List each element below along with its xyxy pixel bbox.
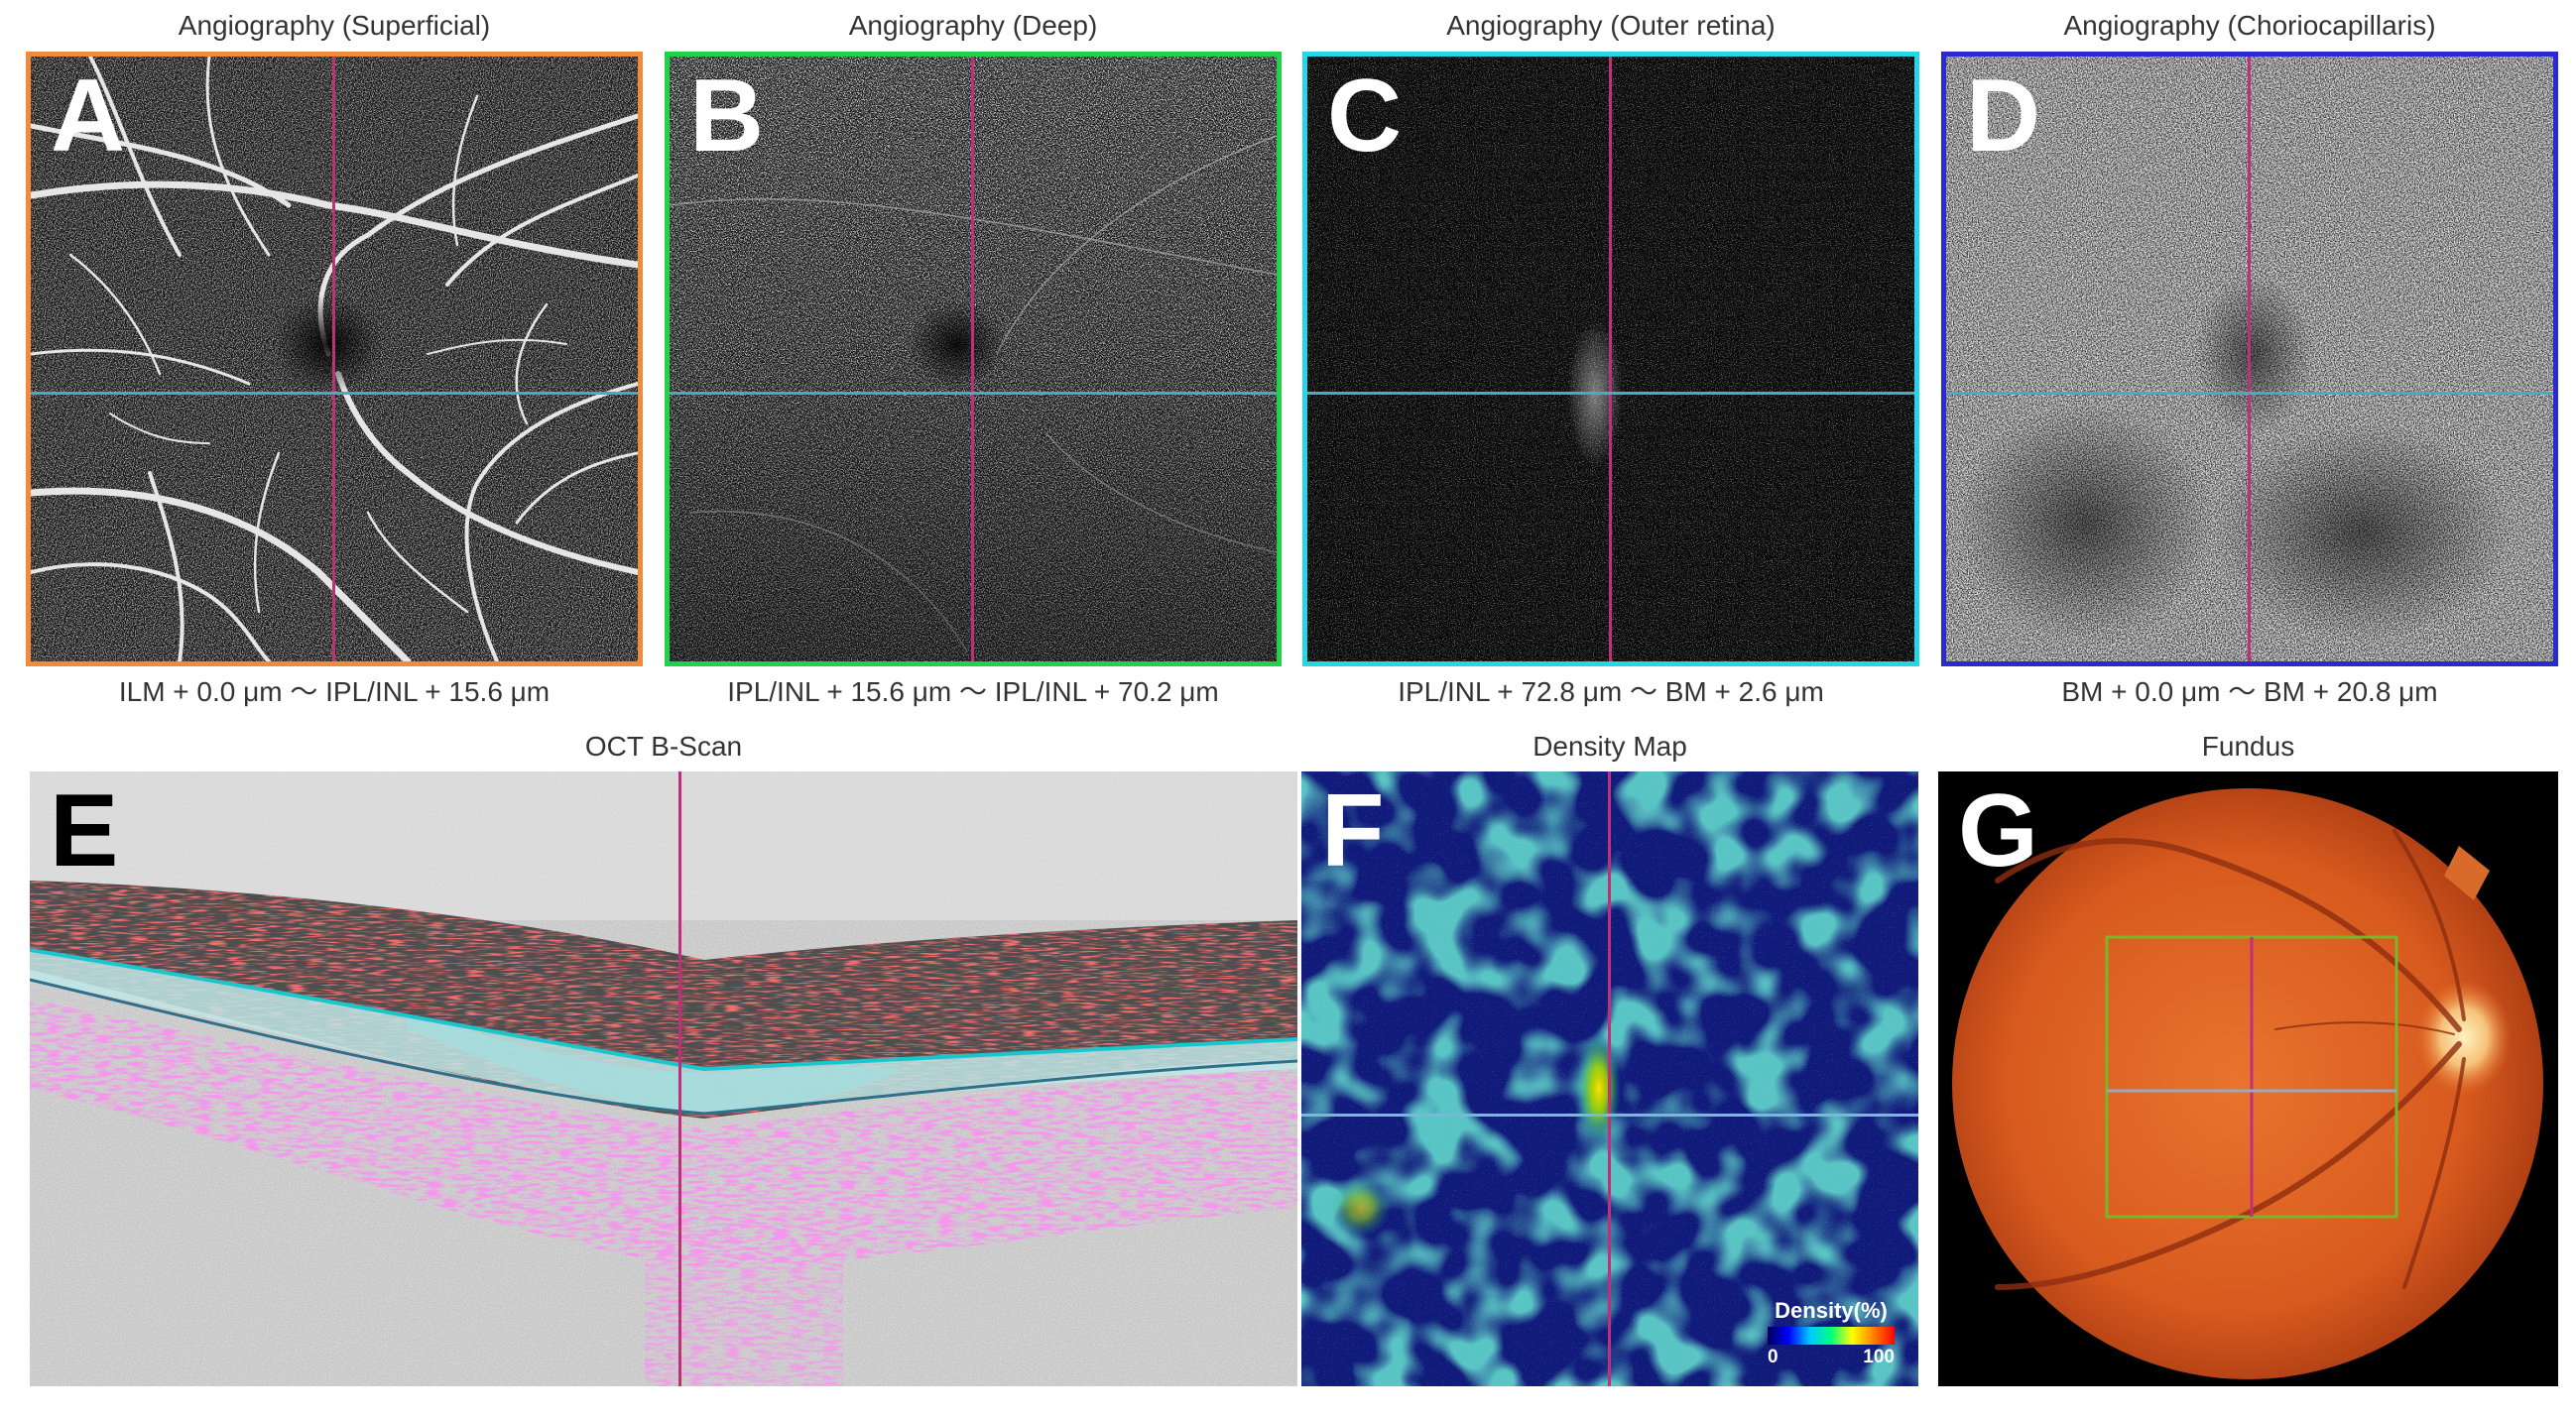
choriocapillaris-map <box>1946 57 2553 661</box>
density-legend-max: 100 <box>1863 1347 1895 1367</box>
title-outer-retina: Angiography (Outer retina) <box>1446 10 1776 41</box>
title-superficial: Angiography (Superficial) <box>178 10 491 41</box>
angiography-superficial-image: A <box>26 52 643 666</box>
fundus-photo <box>1952 788 2543 1379</box>
fundus-image: G <box>1938 771 2558 1386</box>
angiography-choriocapillaris-image: D <box>1941 52 2558 666</box>
angiography-deep-image: B <box>665 52 1282 666</box>
density-color-scale <box>1768 1327 1895 1345</box>
title-oct-bscan: OCT B-Scan <box>584 731 743 762</box>
caption-choriocapillaris-range: BM + 0.0 μm 〜 BM + 20.8 μm <box>2061 676 2438 707</box>
title-density-map: Density Map <box>1533 731 1687 762</box>
oct-bscan-image: E <box>30 771 1297 1386</box>
oct-bscan-layers <box>30 771 1297 1386</box>
title-deep: Angiography (Deep) <box>848 10 1098 41</box>
density-legend: Density(%) 0 100 <box>1762 1297 1901 1374</box>
density-legend-min: 0 <box>1768 1347 1779 1367</box>
caption-deep-range: IPL/INL + 15.6 μm 〜 IPL/INL + 70.2 μm <box>727 676 1219 707</box>
deep-vessel-map <box>670 57 1277 661</box>
density-heatmap <box>1301 771 1918 1386</box>
outer-retina-map <box>1307 57 1914 661</box>
caption-outer-retina-range: IPL/INL + 72.8 μm 〜 BM + 2.6 μm <box>1398 676 1824 707</box>
title-fundus: Fundus <box>2201 731 2295 762</box>
angiography-outer-retina-image: C <box>1302 52 1919 666</box>
density-legend-title: Density(%) <box>1775 1298 1888 1323</box>
caption-superficial-range: ILM + 0.0 μm 〜 IPL/INL + 15.6 μm <box>118 676 551 707</box>
density-map-image: F Density(%) 0 100 <box>1301 771 1918 1386</box>
superficial-vessel-map <box>31 57 638 661</box>
title-choriocapillaris: Angiography (Choriocapillaris) <box>2063 10 2436 41</box>
